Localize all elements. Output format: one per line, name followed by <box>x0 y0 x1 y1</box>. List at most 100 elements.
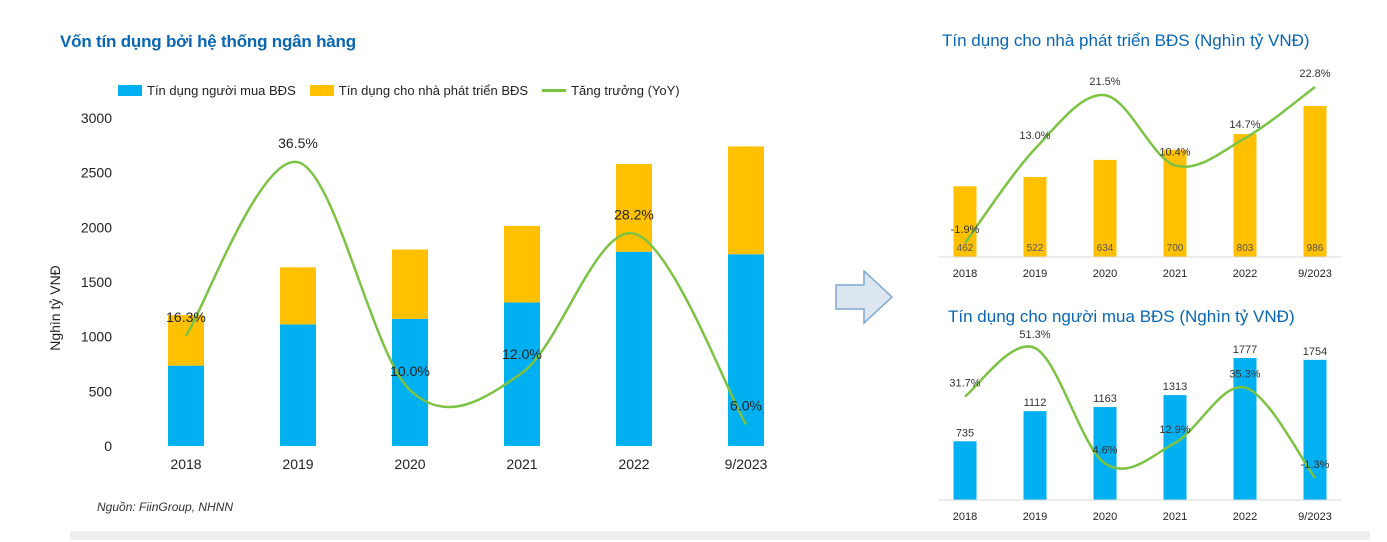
buy-bar <box>1163 395 1187 500</box>
main-y-tick: 2500 <box>81 165 112 181</box>
buyer-growth-line <box>964 345 1316 479</box>
main-y-tick: 3000 <box>81 110 112 126</box>
legend-swatch-growth <box>542 89 567 92</box>
dev-bar <box>953 186 977 257</box>
dev-value-label: 634 <box>1097 243 1114 254</box>
buy-value-label: 1754 <box>1303 346 1327 358</box>
dev-value-label: 700 <box>1167 243 1184 254</box>
bar-buyers <box>728 254 764 446</box>
buyer-chart-title: Tín dụng cho người mua BĐS (Nghìn tỷ VNĐ… <box>948 307 1295 326</box>
buy-bar <box>1303 359 1327 500</box>
main-y-tick: 1500 <box>81 274 112 290</box>
legend-item-developers: Tín dụng cho nhà phát triển BĐS <box>309 83 529 98</box>
buyer-bars <box>953 358 1327 500</box>
legend-label-growth: Tăng trưởng (YoY) <box>571 83 680 98</box>
legend-swatch-developers <box>309 85 334 96</box>
dev-bar <box>1233 134 1257 257</box>
buy-value-label: 1313 <box>1163 381 1187 393</box>
buy-bar <box>1023 411 1047 500</box>
buy-value-label: 1112 <box>1024 397 1047 409</box>
dev-bar <box>1093 159 1117 257</box>
main-y-tick: 500 <box>89 383 113 399</box>
dev-growth-label: 13.0% <box>1019 130 1050 142</box>
buy-growth-label: -1.3% <box>1301 459 1330 471</box>
main-y-axis-label: Nghìn tỷ VNĐ <box>47 265 63 351</box>
dev-growth-label: -1.9% <box>951 224 980 236</box>
buyer-labels: 735 1112 1163 1313 1777 1754 31.7% 51.3% 4.6% 12.… <box>949 329 1329 471</box>
developer-growth-line <box>963 85 1316 244</box>
buy-growth-label: 12.9% <box>1159 424 1190 436</box>
dev-x-tick: 2022 <box>1233 268 1257 280</box>
main-x-tick: 2020 <box>394 456 425 472</box>
buy-growth-label: 31.7% <box>949 377 980 389</box>
main-x-tick: 2019 <box>282 456 313 472</box>
dev-x-tick: 2021 <box>1163 268 1187 280</box>
developer-chart: 462 522 634 700 803 986 -1.9% 13.0% 21.5% 10.4% 14… <box>938 68 1342 280</box>
buy-x-tick: 9/2023 <box>1298 511 1332 523</box>
main-chart-legend: Tín dụng người mua BĐS Tín dụng cho nhà … <box>118 83 694 98</box>
main-growth-label: 6.0% <box>730 398 762 414</box>
dev-x-tick: 2018 <box>953 268 977 280</box>
legend-item-buyers: Tín dụng người mua BĐS <box>118 83 296 98</box>
developer-bars <box>953 106 1327 257</box>
main-y-tick: 2000 <box>81 219 112 235</box>
dev-growth-label: 22.8% <box>1299 68 1330 80</box>
dev-value-label: 803 <box>1237 243 1254 254</box>
dev-growth-label: 14.7% <box>1229 119 1260 131</box>
bar-developers <box>168 315 204 366</box>
developer-x-axis: 2018 2019 2020 2021 2022 9/2023 <box>953 268 1332 280</box>
main-x-axis: 2018 2019 2020 2021 2022 9/2023 <box>170 456 767 472</box>
dev-value-label: 522 <box>1027 243 1044 254</box>
main-x-tick: 2021 <box>506 456 537 472</box>
dev-bar <box>1163 149 1187 257</box>
buy-value-label: 735 <box>956 427 974 439</box>
main-y-tick: 1000 <box>81 329 112 345</box>
main-growth-label: 28.2% <box>614 207 654 223</box>
main-bars <box>168 146 764 446</box>
dev-value-label: 986 <box>1307 243 1324 254</box>
main-x-tick: 9/2023 <box>725 456 768 472</box>
dev-bar <box>1023 177 1047 257</box>
buy-x-tick: 2018 <box>953 511 977 523</box>
legend-swatch-buyers <box>118 85 142 96</box>
legend-item-growth: Tăng trưởng (YoY) <box>542 83 680 98</box>
dev-growth-label: 21.5% <box>1089 76 1120 88</box>
main-growth-labels: 16.3% 36.5% 10.0% 12.0% 28.2% 6.0% <box>166 135 762 413</box>
main-growth-label: 12.0% <box>502 346 542 362</box>
dev-x-tick: 2020 <box>1093 268 1117 280</box>
developer-labels: 462 522 634 700 803 986 -1.9% 13.0% 21.5% 10.4% 14… <box>951 68 1331 254</box>
bar-buyers <box>280 324 316 446</box>
dev-x-tick: 9/2023 <box>1298 268 1332 280</box>
bar-developers <box>504 225 540 303</box>
buy-x-tick: 2020 <box>1093 511 1117 523</box>
main-chart: Nghìn tỷ VNĐ 0 500 1000 1500 2000 2500 3000 16… <box>47 110 768 472</box>
developer-chart-title: Tín dụng cho nhà phát triển BĐS (Nghìn t… <box>942 31 1310 50</box>
dev-x-tick: 2019 <box>1023 268 1047 280</box>
main-y-tick: 0 <box>104 438 112 454</box>
dev-value-label: 462 <box>957 243 974 254</box>
dev-bar <box>1303 106 1327 257</box>
buy-bar <box>1093 407 1117 500</box>
main-x-tick: 2018 <box>170 456 201 472</box>
bar-buyers <box>392 318 428 446</box>
bar-developers <box>280 267 316 325</box>
bar-developers <box>728 146 764 255</box>
main-growth-label: 16.3% <box>166 309 206 325</box>
legend-label-buyers: Tín dụng người mua BĐS <box>147 83 296 98</box>
buy-value-label: 1777 <box>1233 344 1257 356</box>
bar-developers <box>392 249 428 319</box>
main-growth-line <box>184 160 748 426</box>
buy-growth-label: 4.6% <box>1092 444 1117 456</box>
buyer-chart: 735 1112 1163 1313 1777 1754 31.7% 51.3% 4.6% 12.… <box>938 329 1342 523</box>
bar-buyers <box>168 365 204 446</box>
legend-label-developers: Tín dụng cho nhà phát triển BĐS <box>338 83 529 98</box>
buyer-x-axis: 2018 2019 2020 2021 2022 9/2023 <box>953 511 1332 523</box>
buy-bar <box>1233 358 1257 500</box>
buy-growth-label: 35.3% <box>1229 369 1260 381</box>
main-x-tick: 2022 <box>618 456 649 472</box>
main-y-axis: 0 500 1000 1500 2000 2500 3000 <box>81 110 112 454</box>
buy-x-tick: 2022 <box>1233 511 1257 523</box>
dev-growth-label: 10.4% <box>1159 146 1190 158</box>
buy-bar <box>953 441 977 500</box>
footer-divider <box>70 531 1370 540</box>
